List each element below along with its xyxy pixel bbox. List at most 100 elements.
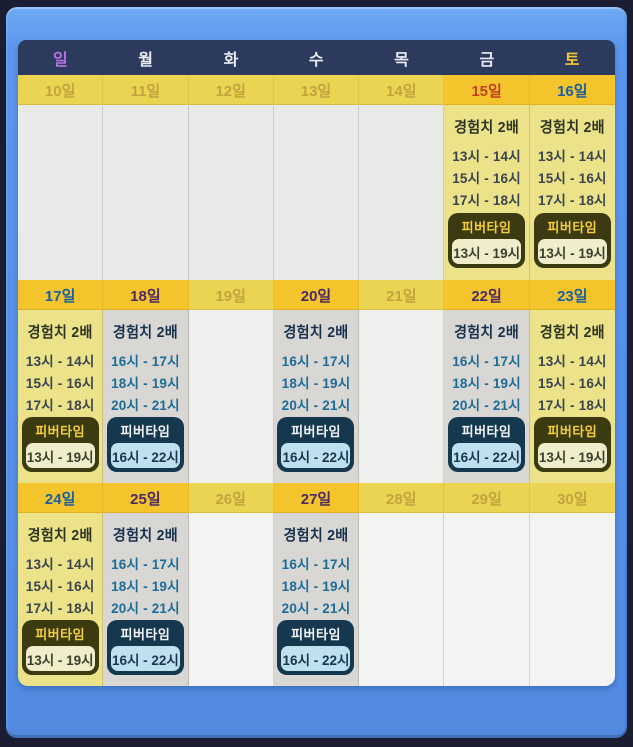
event-schedule-panel: 일 월 화 수 목 금 토 10일 11일 12일 13일 14일 15일 16… bbox=[6, 7, 627, 738]
fever-time-value: 16시 - 22시 bbox=[110, 443, 180, 468]
fever-time-value: 16시 - 22시 bbox=[281, 646, 351, 671]
fever-time-box: 피버타임 16시 - 22시 bbox=[277, 620, 355, 675]
exp-time-slot: 17시 - 18시 bbox=[452, 193, 521, 208]
fever-time-value: 16시 - 22시 bbox=[281, 443, 351, 468]
date-label: 10일 bbox=[44, 82, 76, 100]
date-cell: 13일 bbox=[273, 75, 360, 105]
day-cell-empty bbox=[359, 105, 445, 280]
fever-time-box: 피버타임 13시 - 19시 bbox=[21, 620, 99, 675]
day-cell-event: 경험치 2배 13시 - 14시 15시 - 16시 17시 - 18시 피버타… bbox=[529, 105, 615, 280]
exp-time-slot: 16시 - 17시 bbox=[111, 354, 180, 369]
date-label: 18일 bbox=[130, 287, 161, 305]
date-cell: 21일 bbox=[359, 280, 445, 310]
exp-time-slot: 13시 - 14시 bbox=[452, 149, 521, 164]
date-label: 15일 bbox=[471, 82, 502, 100]
day-cell-event: 경험치 2배 16시 - 17시 18시 - 19시 20시 - 21시 피버타… bbox=[103, 513, 189, 686]
exp-time-slot: 17시 - 18시 bbox=[25, 601, 95, 616]
fever-time-value: 16시 - 22시 bbox=[110, 646, 180, 671]
exp-time-slot: 16시 - 17시 bbox=[281, 354, 351, 369]
date-cell: 30일 bbox=[529, 483, 615, 513]
date-strip-week3: 24일 25일 26일 27일 28일 29일 30일 bbox=[18, 483, 615, 513]
date-cell: 29일 bbox=[444, 483, 530, 513]
date-label: 11일 bbox=[130, 82, 161, 100]
weekday-header-sun: 일 bbox=[53, 51, 69, 69]
date-cell: 22일 bbox=[444, 280, 530, 310]
weekday-header-tue: 화 bbox=[223, 51, 239, 69]
exp-event-title: 경험치 2배 bbox=[27, 323, 93, 341]
day-cell-event: 경험치 2배 16시 - 17시 18시 - 19시 20시 - 21시 피버타… bbox=[273, 513, 360, 686]
date-cell: 24일 bbox=[18, 483, 104, 513]
exp-time-slot: 15시 - 16시 bbox=[538, 376, 607, 391]
fever-time-label: 피버타임 bbox=[120, 626, 171, 642]
fever-time-value: 13시 - 19시 bbox=[537, 239, 607, 264]
date-label: 23일 bbox=[557, 287, 588, 305]
day-cell-empty bbox=[188, 513, 274, 686]
fever-time-label: 피버타임 bbox=[547, 423, 598, 439]
exp-time-slot: 20시 - 21시 bbox=[281, 398, 351, 413]
exp-time-slot: 13시 - 14시 bbox=[538, 149, 607, 164]
date-label: 22일 bbox=[471, 287, 502, 305]
day-cell-event: 경험치 2배 16시 - 17시 18시 - 19시 20시 - 21시 피버타… bbox=[444, 310, 530, 484]
exp-time-slot: 20시 - 21시 bbox=[111, 601, 180, 616]
date-label: 16일 bbox=[557, 82, 588, 100]
fever-time-box: 피버타임 16시 - 22시 bbox=[106, 620, 184, 675]
exp-time-slot: 13시 - 14시 bbox=[538, 354, 607, 369]
exp-time-slot: 15시 - 16시 bbox=[25, 376, 95, 391]
day-cell-empty bbox=[359, 513, 445, 686]
day-cell-empty bbox=[273, 105, 360, 280]
date-label: 30일 bbox=[557, 490, 588, 508]
date-cell-holiday: 15일 bbox=[444, 75, 530, 105]
date-cell: 14일 bbox=[359, 75, 445, 105]
exp-event-title: 경험치 2배 bbox=[454, 118, 520, 136]
fever-time-label: 피버타임 bbox=[547, 219, 598, 235]
date-cell: 18일 bbox=[103, 280, 189, 310]
day-cell-empty bbox=[529, 513, 615, 686]
exp-time-slot: 18시 - 19시 bbox=[452, 376, 521, 391]
exp-time-slot: 20시 - 21시 bbox=[281, 601, 351, 616]
weekday-header-wed: 수 bbox=[308, 51, 325, 69]
fever-time-value: 16시 - 22시 bbox=[452, 443, 522, 468]
exp-event-title: 경험치 2배 bbox=[539, 323, 605, 341]
fever-time-value: 13시 - 19시 bbox=[537, 443, 607, 468]
day-cell-empty bbox=[188, 105, 274, 280]
date-cell: 19일 bbox=[188, 280, 274, 310]
exp-time-slot: 20시 - 21시 bbox=[452, 398, 521, 413]
day-cell-empty bbox=[444, 513, 530, 686]
exp-event-title: 경험치 2배 bbox=[112, 526, 178, 544]
exp-time-slot: 16시 - 17시 bbox=[452, 354, 521, 369]
date-label: 19일 bbox=[215, 287, 246, 305]
exp-time-slot: 16시 - 17시 bbox=[281, 557, 351, 572]
date-label: 29일 bbox=[471, 490, 502, 508]
exp-time-slot: 18시 - 19시 bbox=[281, 579, 351, 594]
exp-time-slot: 17시 - 18시 bbox=[538, 398, 607, 413]
exp-event-title: 경험치 2배 bbox=[283, 526, 349, 544]
fever-time-box: 피버타임 13시 - 19시 bbox=[533, 213, 611, 268]
date-cell: 16일 bbox=[529, 75, 615, 105]
fever-time-value: 13시 - 19시 bbox=[452, 239, 522, 264]
fever-time-label: 피버타임 bbox=[35, 423, 86, 439]
calendar-table: 일 월 화 수 목 금 토 10일 11일 12일 13일 14일 15일 16… bbox=[18, 40, 615, 686]
weekday-header-row: 일 월 화 수 목 금 토 bbox=[18, 40, 615, 75]
fever-time-label: 피버타임 bbox=[461, 219, 512, 235]
exp-event-title: 경험치 2배 bbox=[27, 526, 93, 544]
day-cell-empty bbox=[359, 310, 445, 484]
date-cell: 20일 bbox=[273, 280, 360, 310]
day-cell-empty bbox=[18, 105, 104, 280]
exp-time-slot: 18시 - 19시 bbox=[281, 376, 351, 391]
exp-event-title: 경험치 2배 bbox=[283, 323, 349, 341]
weekday-header-mon: 월 bbox=[138, 51, 154, 69]
date-strip-week1: 10일 11일 12일 13일 14일 15일 16일 bbox=[18, 75, 615, 105]
fever-time-label: 피버타임 bbox=[120, 423, 171, 439]
exp-time-slot: 16시 - 17시 bbox=[111, 557, 180, 572]
date-label: 17일 bbox=[44, 287, 76, 305]
exp-event-title: 경험치 2배 bbox=[112, 323, 178, 341]
date-cell: 23일 bbox=[529, 280, 615, 310]
fever-time-box: 피버타임 16시 - 22시 bbox=[106, 417, 184, 472]
fever-time-box: 피버타임 16시 - 22시 bbox=[448, 417, 526, 472]
fever-time-box: 피버타임 13시 - 19시 bbox=[21, 417, 99, 472]
date-label: 21일 bbox=[386, 287, 417, 305]
exp-event-title: 경험치 2배 bbox=[454, 323, 520, 341]
schedule-row-week3: 경험치 2배 13시 - 14시 15시 - 16시 17시 - 18시 피버타… bbox=[18, 513, 615, 686]
date-cell: 28일 bbox=[359, 483, 445, 513]
date-label: 28일 bbox=[386, 490, 417, 508]
